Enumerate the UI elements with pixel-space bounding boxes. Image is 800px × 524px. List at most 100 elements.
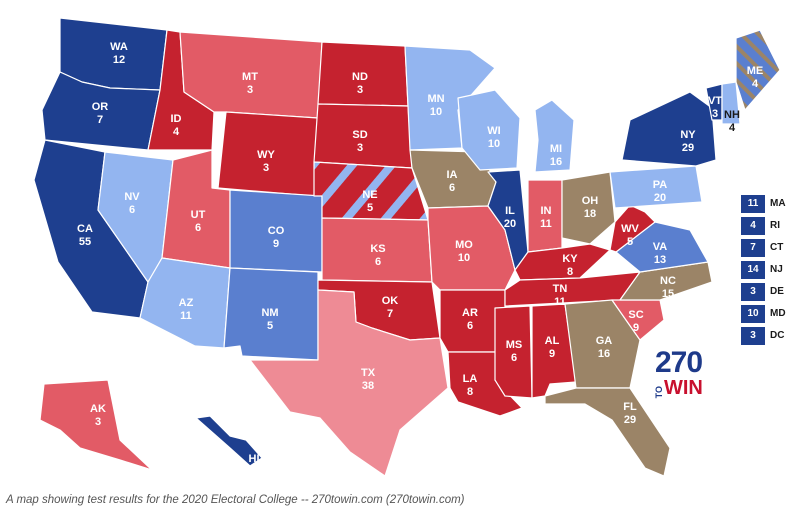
state-ev-hi: 4	[251, 466, 258, 478]
small-state-nj[interactable]: 14 NJ	[741, 259, 800, 280]
state-ev-mn: 10	[430, 106, 442, 118]
ev-box: 3	[741, 282, 765, 301]
state-tx[interactable]	[249, 289, 449, 477]
state-ev-nh: 4	[729, 122, 736, 134]
state-ev-vt: 3	[712, 108, 718, 120]
state-label-id: ID	[171, 113, 182, 125]
state-ev-al: 9	[549, 348, 555, 360]
state-mi[interactable]	[534, 99, 575, 173]
state-ev-wy: 3	[263, 162, 269, 174]
state-ev-tn: 11	[554, 296, 566, 308]
state-wv[interactable]	[609, 204, 656, 253]
state-ak[interactable]	[39, 379, 153, 471]
state-label-ok: OK	[382, 295, 399, 307]
ev-box: 14	[741, 260, 765, 279]
state-label-ga: GA	[596, 335, 613, 347]
state-oh[interactable]	[561, 171, 616, 245]
state-ny[interactable]	[621, 91, 717, 167]
state-label-ne: NE	[362, 189, 377, 201]
small-state-md[interactable]: 10 MD	[741, 303, 800, 324]
state-abbr: CT	[770, 242, 784, 253]
small-state-ma[interactable]: 11 MA	[741, 193, 800, 214]
state-label-ky: KY	[562, 253, 578, 265]
logo-win: WIN	[664, 377, 703, 399]
state-ev-ca: 55	[79, 236, 91, 248]
state-label-ms: MS	[506, 339, 523, 351]
state-ev-sc: 9	[633, 322, 639, 334]
270towin-logo[interactable]: 270 TO WIN	[654, 348, 715, 399]
state-ev-ky: 8	[567, 266, 573, 278]
state-label-ia: IA	[447, 169, 458, 181]
state-label-al: AL	[545, 335, 560, 347]
state-abbr: NJ	[770, 264, 783, 275]
state-abbr: DE	[770, 286, 784, 297]
state-ev-mt: 3	[247, 84, 253, 96]
state-pa[interactable]	[609, 165, 703, 209]
state-ev-nc: 15	[662, 288, 674, 300]
state-label-in: IN	[541, 205, 552, 217]
ev-box: 10	[741, 304, 765, 323]
state-ev-wi: 10	[488, 138, 500, 150]
state-ev-or: 7	[97, 114, 103, 126]
state-ev-mi: 16	[550, 156, 562, 168]
state-label-ks: KS	[370, 243, 385, 255]
state-label-wi: WI	[487, 125, 500, 137]
state-label-fl: FL	[623, 401, 637, 413]
state-abbr: DC	[770, 330, 785, 341]
state-ev-in: 11	[540, 218, 552, 230]
state-label-mn: MN	[427, 93, 444, 105]
ev-box: 3	[741, 326, 765, 345]
state-label-tx: TX	[361, 367, 376, 379]
state-fl[interactable]	[544, 387, 671, 477]
state-ev-id: 4	[173, 126, 180, 138]
state-label-nh: NH	[724, 109, 740, 121]
state-label-ak: AK	[90, 403, 106, 415]
small-state-ri[interactable]: 4 RI	[741, 215, 800, 236]
state-ev-ar: 6	[467, 320, 473, 332]
state-label-sd: SD	[352, 129, 367, 141]
state-label-la: LA	[463, 373, 478, 385]
small-state-dc[interactable]: 3 DC	[741, 325, 800, 346]
state-label-mo: MO	[455, 239, 473, 251]
state-label-az: AZ	[179, 297, 194, 309]
state-abbr: RI	[770, 220, 780, 231]
state-ev-wv: 5	[627, 236, 633, 248]
state-label-il: IL	[505, 205, 515, 217]
state-ev-tx: 38	[362, 380, 374, 392]
state-abbr: MD	[770, 308, 786, 319]
ev-box: 4	[741, 216, 765, 235]
small-states-list: 11 MA 4 RI 7 CT 14 NJ 3 DE 10 MD 3 DC	[741, 193, 800, 347]
state-label-pa: PA	[653, 179, 668, 191]
state-me[interactable]	[735, 29, 781, 111]
state-ev-ut: 6	[195, 222, 201, 234]
state-label-va: VA	[653, 241, 668, 253]
state-nc[interactable]	[619, 261, 713, 301]
state-ev-mo: 10	[458, 252, 470, 264]
state-hi[interactable]	[195, 415, 263, 467]
state-label-wy: WY	[257, 149, 275, 161]
state-ev-ne: 5	[367, 202, 373, 214]
state-label-oh: OH	[582, 195, 599, 207]
state-ev-co: 9	[273, 238, 279, 250]
ev-box: 11	[741, 194, 765, 213]
state-il[interactable]	[487, 169, 529, 271]
state-label-wv: WV	[621, 223, 639, 235]
state-wi[interactable]	[457, 89, 521, 171]
state-label-nd: ND	[352, 71, 368, 83]
ev-box: 7	[741, 238, 765, 257]
logo-to: TO	[654, 385, 664, 398]
small-state-ct[interactable]: 7 CT	[741, 237, 800, 258]
state-nm[interactable]	[223, 267, 319, 361]
state-ev-sd: 3	[357, 142, 363, 154]
state-label-co: CO	[268, 225, 285, 237]
state-ga[interactable]	[564, 299, 641, 389]
state-label-ny: NY	[680, 129, 696, 141]
small-state-de[interactable]: 3 DE	[741, 281, 800, 302]
state-ev-nm: 5	[267, 320, 273, 332]
state-ev-ia: 6	[449, 182, 455, 194]
state-ms[interactable]	[494, 305, 533, 399]
state-nh[interactable]	[721, 81, 741, 125]
state-label-vt: VT	[708, 95, 722, 107]
state-ev-me: 4	[752, 78, 759, 90]
state-label-or: OR	[92, 101, 109, 113]
